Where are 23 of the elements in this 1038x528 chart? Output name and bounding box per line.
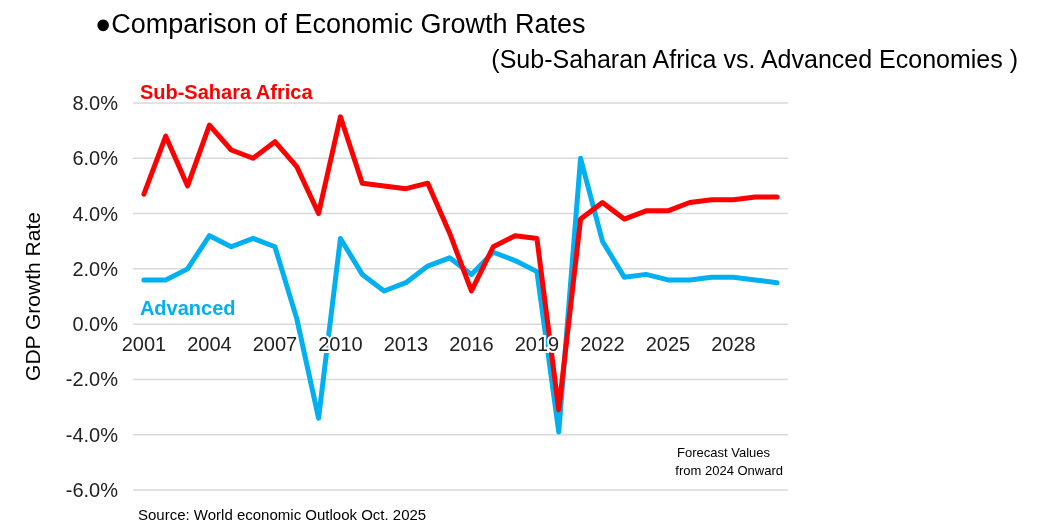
x-tick-label: 2016 (449, 333, 494, 356)
y-tick-label: 2.0% (72, 257, 119, 280)
y-tick-label: -4.0% (65, 423, 119, 446)
y-tick-label: 4.0% (72, 202, 119, 225)
chart-title: ●Comparison of Economic Growth Rates (95, 9, 586, 39)
y-tick-label: -2.0% (65, 368, 119, 391)
chart-subtitle: (Sub-Saharan Africa vs. Advanced Economies ) (491, 45, 1018, 73)
x-tick-label: 2025 (645, 333, 691, 356)
x-tick-label: 2001 (121, 333, 167, 356)
y-tick-label: 8.0% (72, 92, 119, 114)
x-tick-label: 2004 (187, 333, 232, 356)
y-axis-title: GDP Growth Rate (21, 212, 44, 381)
series-label: Sub-Sahara Africa (139, 81, 314, 103)
y-tick-label: 6.0% (72, 147, 119, 170)
y-tick-label: 0.0% (72, 313, 119, 336)
x-tick-label: 2028 (711, 333, 756, 356)
x-tick-label: 2007 (252, 333, 298, 356)
x-tick-label: 2022 (580, 333, 625, 356)
source-note: Source: World economic Outlook Oct. 2025 (138, 506, 427, 523)
series-label: Advanced (139, 297, 236, 320)
y-tick-label: -6.0% (65, 479, 119, 501)
x-tick-label: 2013 (383, 333, 429, 356)
annotation: Forecast Values from 2024 Onward (675, 445, 783, 478)
